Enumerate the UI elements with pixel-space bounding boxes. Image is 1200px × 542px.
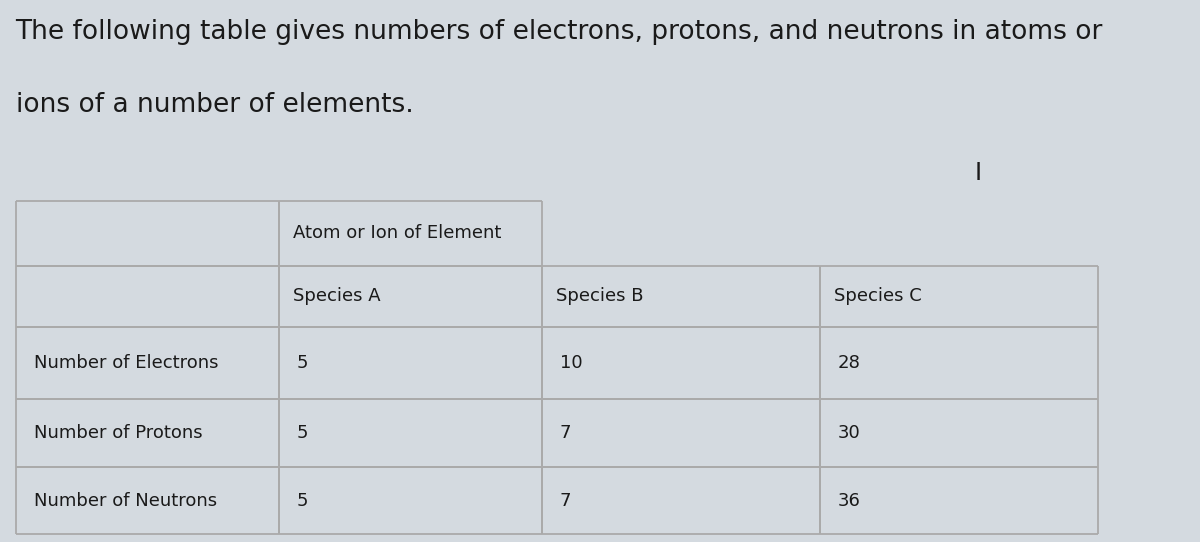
Text: 7: 7 (559, 492, 571, 509)
Text: Number of Neutrons: Number of Neutrons (34, 492, 217, 509)
Text: Atom or Ion of Element: Atom or Ion of Element (293, 224, 502, 242)
Text: Species A: Species A (293, 287, 380, 305)
Text: Species C: Species C (834, 287, 922, 305)
Text: 36: 36 (838, 492, 860, 509)
Text: Number of Electrons: Number of Electrons (34, 354, 218, 372)
Text: 7: 7 (559, 424, 571, 442)
Text: 10: 10 (559, 354, 582, 372)
Text: Species B: Species B (556, 287, 643, 305)
Text: ions of a number of elements.: ions of a number of elements. (16, 92, 413, 118)
Text: 5: 5 (296, 492, 308, 509)
Text: 30: 30 (838, 424, 860, 442)
Text: Number of Protons: Number of Protons (34, 424, 203, 442)
Text: 5: 5 (296, 354, 308, 372)
Text: The following table gives numbers of electrons, protons, and neutrons in atoms o: The following table gives numbers of ele… (16, 19, 1103, 45)
Text: 28: 28 (838, 354, 860, 372)
Text: I: I (974, 162, 982, 185)
Text: 5: 5 (296, 424, 308, 442)
